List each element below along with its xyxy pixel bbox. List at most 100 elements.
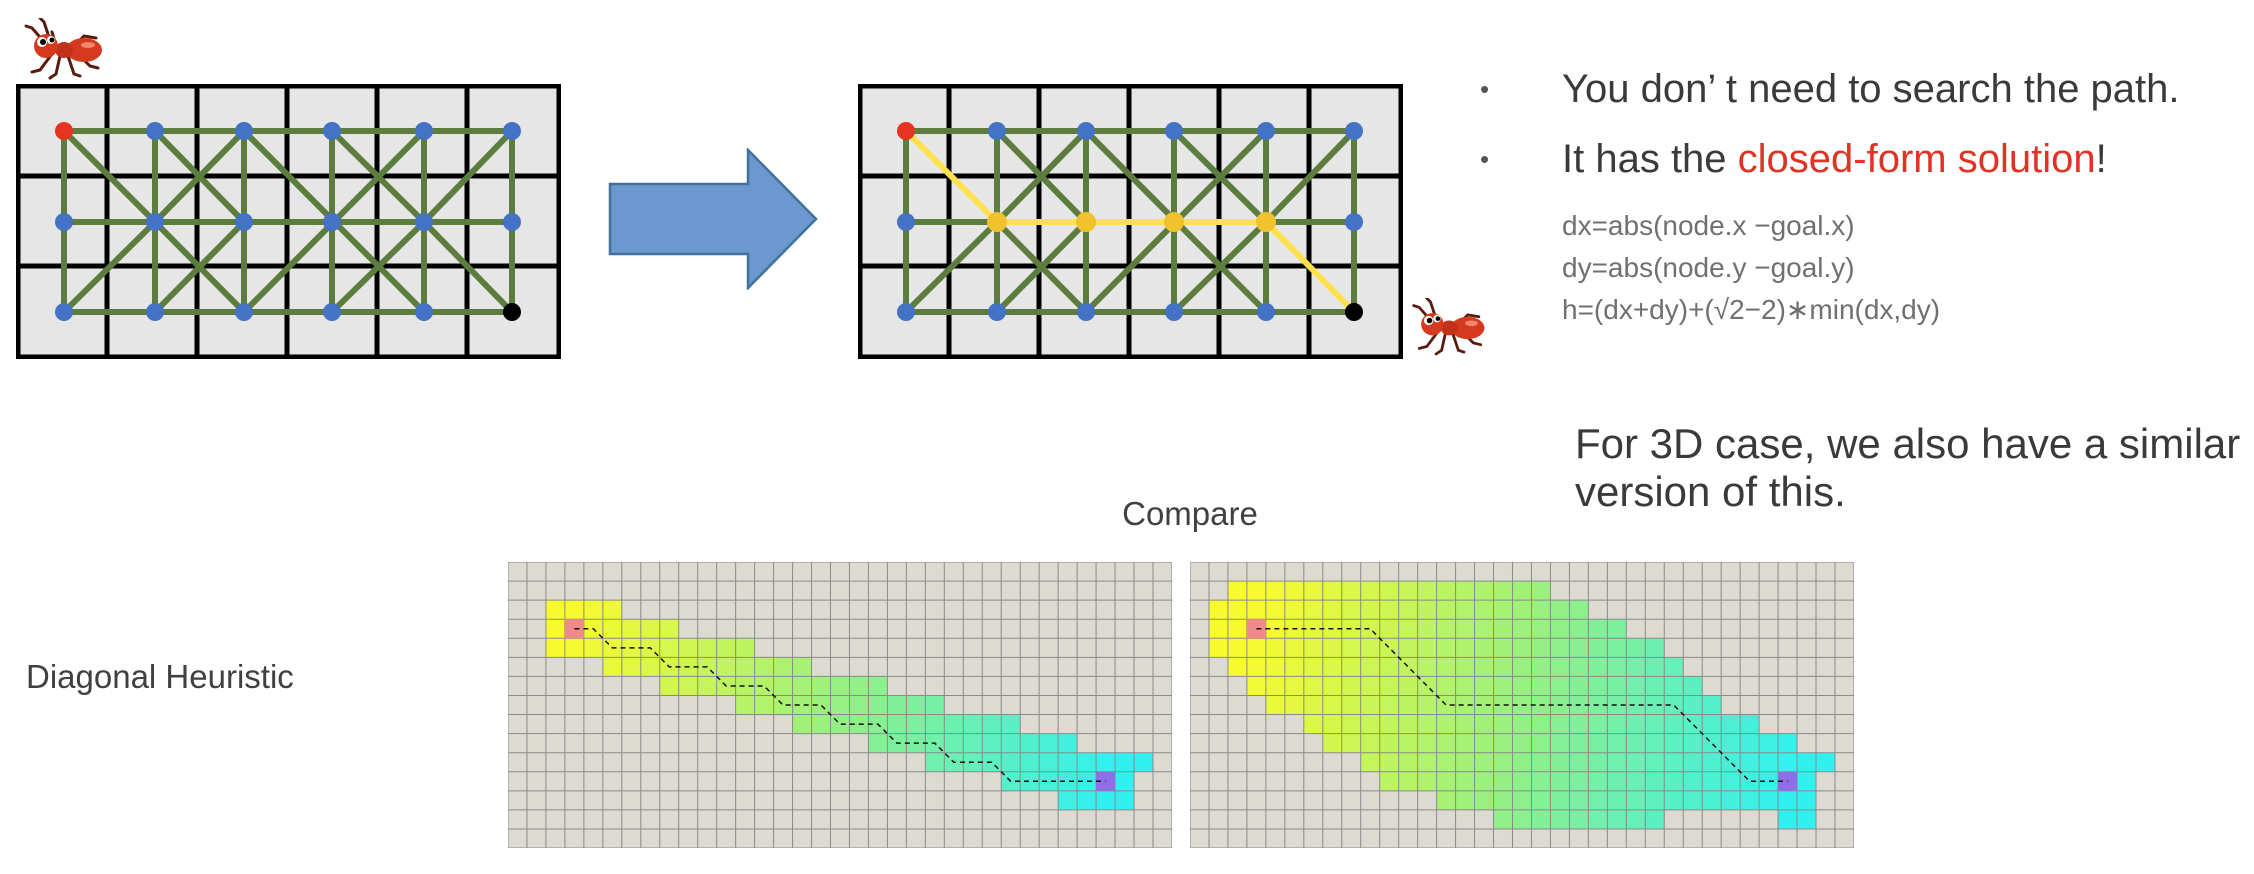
grid-cell bbox=[1020, 790, 1040, 810]
grid-cell bbox=[1208, 771, 1228, 791]
grid-cell bbox=[1341, 752, 1361, 772]
grid-cell bbox=[1115, 638, 1135, 658]
grid-cell bbox=[1778, 638, 1798, 658]
grid-cell bbox=[906, 600, 926, 620]
grid-cell bbox=[1208, 714, 1228, 734]
visited-cell bbox=[1683, 714, 1703, 734]
grid-cell bbox=[1778, 619, 1798, 639]
visited-cell bbox=[1436, 657, 1456, 677]
grid-cell bbox=[1115, 657, 1135, 677]
grid-cell bbox=[792, 790, 812, 810]
grid-cell bbox=[640, 771, 660, 791]
grid-cell bbox=[792, 771, 812, 791]
grid-cell bbox=[1227, 676, 1247, 696]
grid-cell bbox=[1115, 581, 1135, 601]
grid-cell bbox=[906, 771, 926, 791]
grid-cell bbox=[1816, 790, 1835, 810]
visited-cell bbox=[659, 676, 679, 696]
visited-cell bbox=[1759, 790, 1779, 810]
grid-cell bbox=[1115, 733, 1135, 753]
visited-cell bbox=[1360, 657, 1380, 677]
grid-cell bbox=[526, 828, 546, 848]
visited-cell bbox=[1436, 714, 1456, 734]
grid-cell bbox=[1816, 638, 1835, 658]
grid-cell bbox=[1834, 562, 1854, 582]
visited-cell bbox=[1436, 790, 1456, 810]
visited-cell bbox=[1341, 676, 1361, 696]
grid-cell bbox=[1834, 657, 1854, 677]
grid-cell bbox=[982, 771, 1002, 791]
grid-cell bbox=[1797, 714, 1817, 734]
visited-cell bbox=[545, 638, 565, 658]
grid-diagram-before bbox=[16, 84, 561, 359]
visited-cell bbox=[1474, 733, 1494, 753]
grid-cell bbox=[1778, 600, 1798, 620]
grid-cell bbox=[830, 581, 850, 601]
grid-cell bbox=[830, 771, 850, 791]
visited-cell bbox=[1797, 771, 1817, 791]
grid-cell bbox=[1284, 752, 1304, 772]
grid-cell bbox=[1797, 828, 1817, 848]
visited-cell bbox=[1265, 638, 1285, 658]
grid-cell bbox=[508, 581, 527, 601]
visited-cell bbox=[1001, 714, 1021, 734]
visited-cell bbox=[1474, 790, 1494, 810]
grid-cell bbox=[621, 752, 641, 772]
grid-cell bbox=[1190, 638, 1209, 658]
grid-cell bbox=[1721, 828, 1741, 848]
grid-cell bbox=[811, 771, 831, 791]
grid-cell bbox=[868, 619, 888, 639]
grid-cell bbox=[583, 581, 603, 601]
grid-cell bbox=[697, 695, 717, 715]
visited-cell bbox=[792, 695, 812, 715]
visited-cell bbox=[1360, 714, 1380, 734]
grid-cell bbox=[830, 619, 850, 639]
grid-cell bbox=[1152, 733, 1172, 753]
grid-cell bbox=[1740, 657, 1760, 677]
grid-cell bbox=[1398, 790, 1418, 810]
grid-cell bbox=[887, 581, 907, 601]
grid-cell bbox=[1058, 828, 1078, 848]
visited-cell bbox=[1645, 733, 1665, 753]
visited-cell bbox=[754, 657, 774, 677]
grid-cell bbox=[1208, 562, 1228, 582]
visited-cell bbox=[1645, 714, 1665, 734]
grid-cell bbox=[697, 562, 717, 582]
grid-cell bbox=[1759, 809, 1779, 829]
visited-cell bbox=[1569, 714, 1589, 734]
visited-cell bbox=[583, 600, 603, 620]
grid-cell bbox=[1740, 619, 1760, 639]
visited-cell bbox=[1455, 714, 1475, 734]
grid-cell bbox=[1096, 828, 1116, 848]
grid-cell bbox=[621, 676, 641, 696]
grid-cell bbox=[1246, 714, 1266, 734]
grid-cell bbox=[1721, 676, 1741, 696]
visited-cell bbox=[1493, 676, 1513, 696]
grid-cell bbox=[1797, 581, 1817, 601]
grid-cell bbox=[887, 809, 907, 829]
visited-cell bbox=[1436, 752, 1456, 772]
grid-cell bbox=[564, 676, 584, 696]
grid-cell bbox=[887, 828, 907, 848]
grid-cell bbox=[906, 638, 926, 658]
grid-cell bbox=[906, 657, 926, 677]
visited-cell bbox=[1417, 619, 1437, 639]
visited-cell bbox=[1436, 619, 1456, 639]
grid-cell bbox=[1588, 828, 1608, 848]
grid-cell bbox=[849, 562, 869, 582]
grid-cell bbox=[773, 562, 793, 582]
visited-cell bbox=[1058, 733, 1078, 753]
grid-cell bbox=[925, 562, 945, 582]
grid-cell bbox=[982, 828, 1002, 848]
grid-cell bbox=[1778, 562, 1798, 582]
visited-cell bbox=[1569, 676, 1589, 696]
grid-cell bbox=[1284, 733, 1304, 753]
grid-cell bbox=[773, 714, 793, 734]
grid-cell bbox=[1134, 714, 1153, 734]
visited-cell bbox=[1115, 790, 1135, 810]
grid-cell bbox=[1152, 581, 1172, 601]
grid-cell bbox=[1115, 600, 1135, 620]
grid-cell bbox=[1797, 600, 1817, 620]
grid-cell bbox=[849, 600, 869, 620]
grid-cell bbox=[1190, 695, 1209, 715]
